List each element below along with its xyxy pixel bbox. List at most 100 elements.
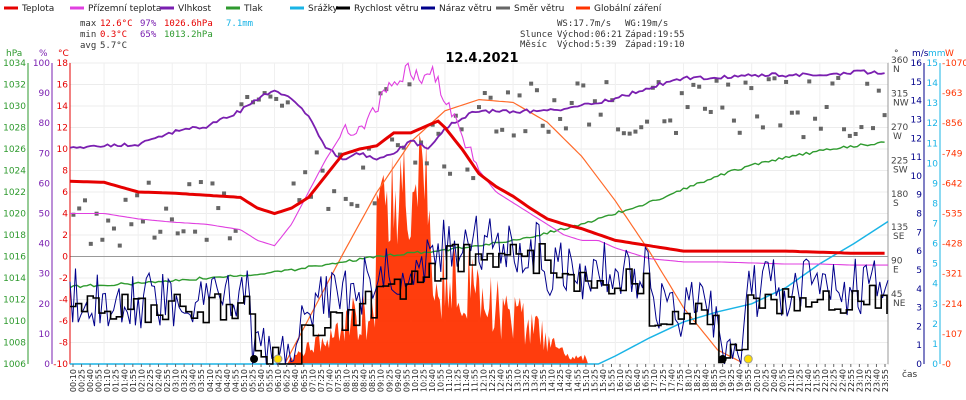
pct-tick-label: 100 [33,59,50,69]
x-tick-label: 10:10 [411,369,420,392]
wind-direction-point [592,99,597,104]
hpa-tick-label: 1030 [3,102,26,112]
wind-direction-point [546,129,551,134]
wind-direction-point [569,100,574,105]
humidity-line [69,69,885,161]
wind-direction-point [239,102,244,107]
temp-tick-label: 2 [62,231,68,241]
x-tick-label: 12:10 [479,369,488,392]
x-tick-label: 09:25 [385,369,394,392]
stats-min-press: 1013.2hPa [164,30,213,40]
wind-direction-point [343,196,348,201]
wind-direction-point [471,176,476,181]
x-tick-label: 14:55 [573,369,582,392]
x-tick-label: 14:40 [565,369,574,392]
wind-direction-point [505,90,510,95]
wind-direction-point [77,206,82,211]
hpa-tick-label: 1008 [3,339,26,349]
unit-mm: mm [928,49,946,59]
stats-block: max 12.6°C 97% 1026.6hPa 7.1mm min 0.3°C… [80,19,253,51]
x-tick-label: 18:40 [702,369,711,392]
x-tick-label: 04:25 [214,369,223,392]
dir-tick-name: W [893,132,902,142]
wind-direction-point [488,95,493,100]
dir-tick-deg: 180 [891,190,908,200]
wind-direction-point [865,81,870,86]
wind-direction-point [708,109,713,114]
dir-tick-deg: 360 [891,56,908,66]
hpa-tick-label: 1014 [3,274,26,284]
pct-tick-label: 70 [39,149,51,159]
x-tick-label: 03:10 [172,369,181,392]
wind-direction-point [106,218,111,223]
ms-tick-label: 2 [916,322,922,332]
x-tick-label: 16:10 [616,369,625,392]
wind-direction-point [784,79,789,84]
wm2-tick-label: -856 [942,119,963,129]
wind-direction-point [216,206,221,211]
dir-tick-deg: 135 [891,223,908,233]
wm2-tick-label: -963 [942,89,962,99]
x-tick-label: 07:40 [325,369,334,392]
ms-tick-label: 10 [911,172,923,182]
unit-deg: ° [894,49,899,59]
ms-tick-label: 4 [916,285,922,295]
sunset-marker [743,354,753,364]
hpa-tick-label: 1010 [3,317,26,327]
x-tick-label: 06:55 [300,369,309,392]
wind-direction-point [859,125,864,130]
mm-tick-label: 3 [932,300,938,310]
x-tick-label: 23:10 [855,369,864,392]
wind-direction-point [123,197,128,202]
wind-direction-point [279,103,284,108]
legend: Teplota Přízemní teplota Vlhkost Tlak Srážky… [4,4,662,14]
dir-tick-deg: 45 [891,290,902,300]
info-moonset: Západ:19:10 [625,40,685,50]
ms-tick-label: 3 [916,304,922,314]
global-radiation-area [281,134,589,364]
x-tick-label: 17:55 [676,369,685,392]
temp-tick-label: 6 [62,188,68,198]
x-tick-label: 08:55 [368,369,377,392]
x-tick-label: 20:25 [761,369,770,392]
wind-direction-point [494,129,499,134]
dir-tick-name: SE [893,232,905,242]
wind-direction-point [801,135,806,140]
x-tick-label: 15:40 [599,369,608,392]
chart-title: 12.4.2021 [445,51,518,66]
wm2-tick-label: -321 [942,270,962,280]
pct-tick-label: 90 [39,89,51,99]
wind-direction-point [210,181,215,186]
x-tick-label: 21:55 [813,369,822,392]
mm-tick-label: 9 [932,179,938,189]
wind-direction-point [749,86,754,91]
stats-min-hum: 65% [140,30,157,40]
x-tick-label: 00:10 [69,369,78,392]
wind-direction-point [314,150,319,155]
wind-direction-point [140,219,145,224]
dir-tick-name: NE [893,299,906,309]
x-tick-label: 12:25 [488,369,497,392]
mm-tick-label: 4 [932,280,938,290]
wind-direction-point [222,191,227,196]
x-tick-label: 12:40 [496,369,505,392]
temp-tick-label: -4 [59,296,68,306]
x-tick-label: 06:25 [283,369,292,392]
dir-tick-deg: 225 [891,156,908,166]
wind-direction-point [772,76,777,81]
unit-pct: % [39,49,48,59]
stats-min-label: min [80,30,96,40]
x-tick-label: 21:25 [796,369,805,392]
hpa-tick-label: 1020 [3,210,26,220]
wind-direction-point [355,203,360,208]
mm-tick-label: 7 [932,220,938,230]
x-tick-label: 02:40 [154,369,163,392]
wind-direction-point [320,168,325,173]
temp-tick-label: -10 [53,360,68,370]
x-tick-label: 10:40 [428,369,437,392]
x-tick-label: 09:55 [402,369,411,392]
info-moon-label: Měsíc [520,40,547,50]
stats-min-temp: 0.3°C [100,30,127,40]
x-tick-label: 16:55 [642,369,651,392]
